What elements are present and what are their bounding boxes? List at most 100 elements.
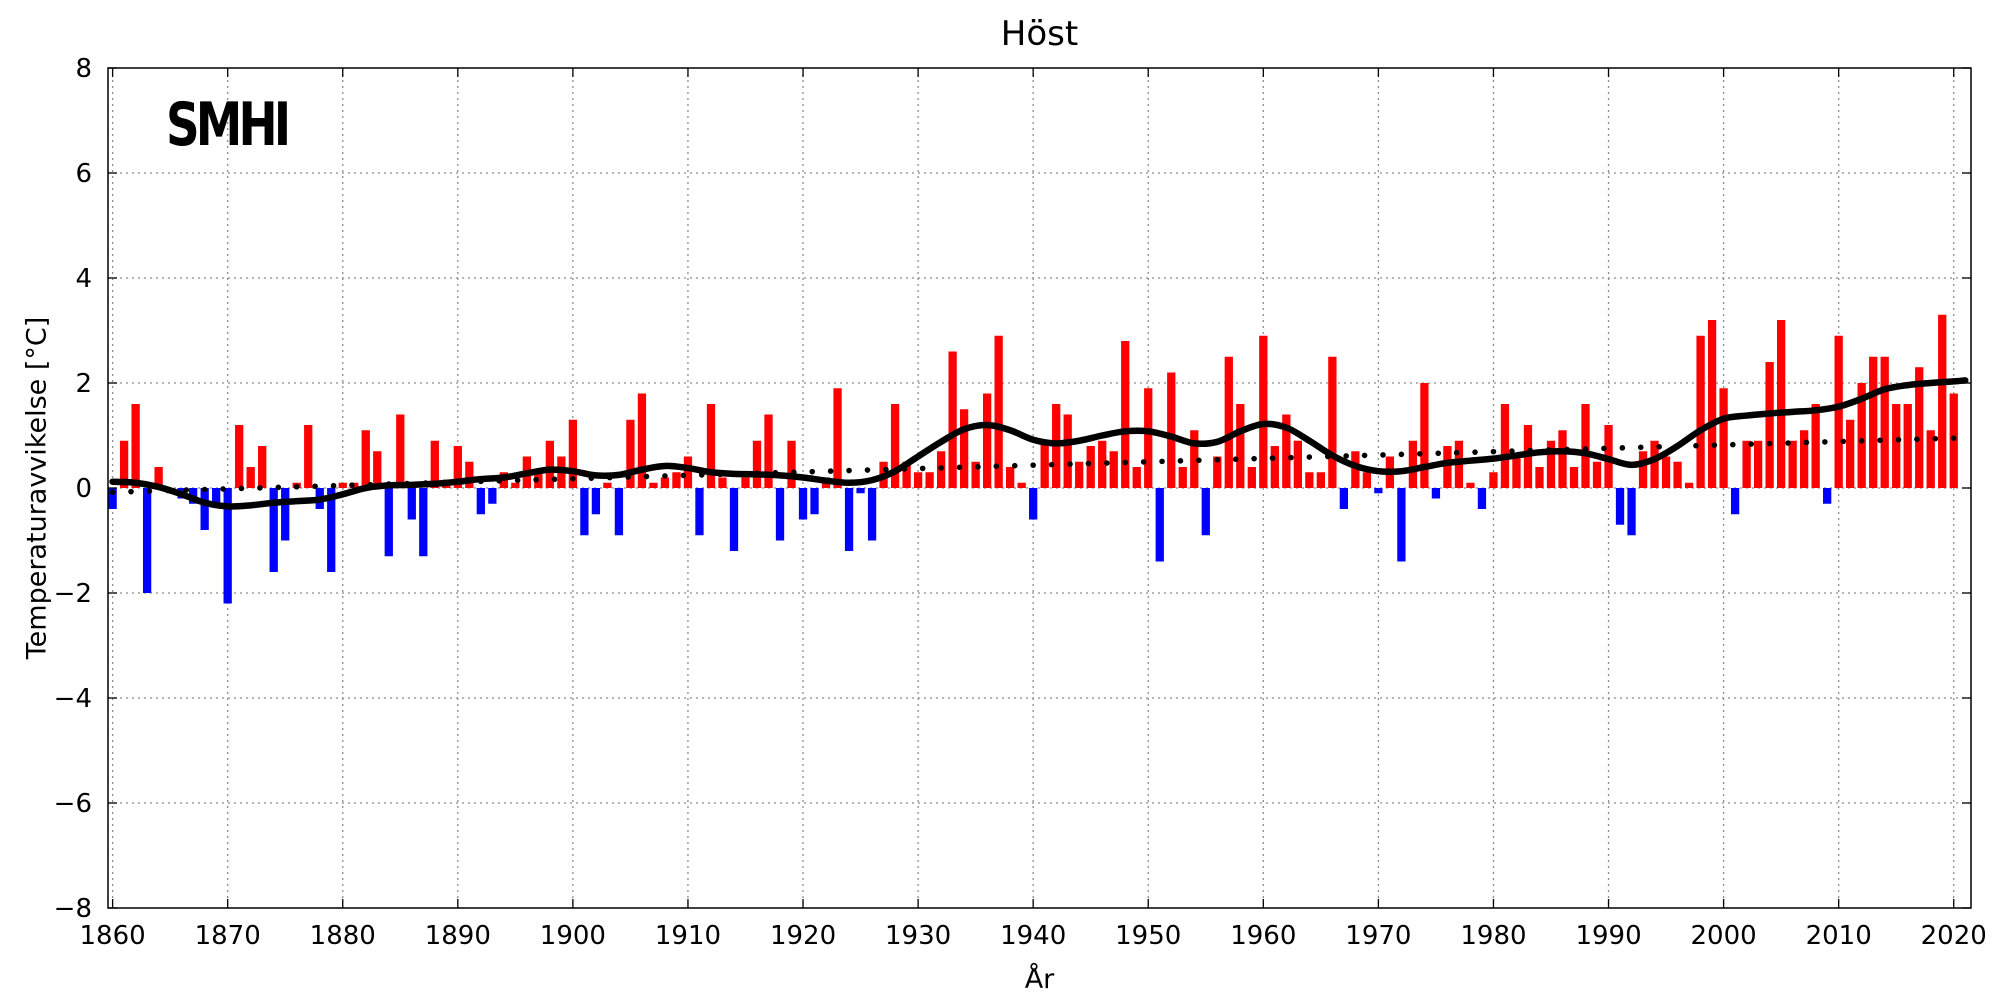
x-tick-label: 2020	[1921, 921, 1987, 951]
anomaly-bar	[269, 488, 278, 572]
anomaly-bar	[1546, 440, 1556, 488]
linear-trend-dot	[128, 488, 134, 495]
anomaly-bar	[430, 440, 439, 488]
anomaly-bar	[465, 461, 474, 488]
linear-trend-dot	[1048, 461, 1055, 468]
anomaly-bar	[1558, 430, 1567, 488]
anomaly-bar	[1167, 372, 1176, 488]
anomaly-bar	[119, 440, 129, 488]
linear-trend-dot	[1637, 444, 1644, 451]
linear-trend-dot	[257, 485, 263, 491]
anomaly-bar	[844, 488, 854, 551]
anomaly-bar	[913, 472, 923, 488]
linear-trend-dot	[643, 473, 650, 480]
anomaly-bar	[1753, 440, 1763, 488]
linear-trend-dot	[533, 476, 539, 483]
anomaly-bar	[1592, 461, 1602, 488]
anomaly-bar	[603, 482, 612, 488]
linear-trend-dot	[1490, 448, 1497, 455]
anomaly-bar	[154, 467, 163, 488]
anomaly-bar	[580, 488, 589, 536]
anomaly-bar	[1132, 467, 1141, 488]
anomaly-bar	[890, 404, 900, 488]
anomaly-bar	[902, 461, 911, 488]
anomaly-bar	[304, 425, 313, 488]
anomaly-bar	[212, 488, 221, 504]
anomaly-bar	[637, 393, 647, 488]
anomaly-bar	[142, 488, 152, 593]
anomaly-bar	[1408, 440, 1418, 488]
linear-trend-dot	[238, 485, 245, 492]
anomaly-bar	[1535, 467, 1544, 488]
anomaly-bar	[1880, 356, 1889, 488]
anomaly-bar	[246, 467, 255, 488]
linear-trend-dot	[1730, 441, 1736, 448]
y-tick-label: −2	[54, 579, 92, 609]
anomaly-bar	[1500, 404, 1510, 488]
anomaly-bar	[1765, 362, 1774, 488]
anomaly-bar	[867, 488, 877, 541]
linear-trend-dot	[1932, 435, 1939, 442]
anomaly-bar	[1823, 488, 1832, 504]
anomaly-bar	[1316, 472, 1325, 488]
anomaly-bar	[718, 477, 727, 488]
linear-trend-dot	[349, 482, 355, 488]
linear-trend-dot	[846, 467, 852, 474]
linear-trend-dot	[109, 489, 116, 496]
anomaly-bar	[775, 488, 785, 541]
anomaly-bar	[223, 488, 232, 604]
linear-trend-dot	[680, 472, 687, 479]
anomaly-bar	[1834, 335, 1843, 488]
anomaly-bar	[396, 414, 405, 488]
linear-trend-dot	[1361, 452, 1368, 459]
linear-trend-dot	[938, 465, 944, 471]
anomaly-bar	[1443, 446, 1452, 488]
anomaly-bar	[1915, 367, 1924, 488]
linear-trend-dot	[1877, 437, 1883, 444]
anomaly-bar	[1719, 388, 1728, 488]
anomaly-bar	[741, 477, 750, 488]
linear-trend-dot	[1288, 454, 1294, 461]
anomaly-bar	[856, 488, 865, 494]
anomaly-bar	[1742, 440, 1751, 488]
x-tick-label: 1990	[1575, 921, 1641, 951]
linear-trend-dot	[1196, 457, 1202, 464]
x-tick-label: 1950	[1115, 921, 1181, 951]
anomaly-bar	[1938, 314, 1947, 488]
anomaly-bar	[1926, 430, 1935, 488]
anomaly-bar	[1178, 467, 1187, 488]
anomaly-bar	[626, 419, 635, 488]
anomaly-bar	[1420, 383, 1429, 488]
anomaly-bar	[361, 430, 370, 488]
linear-trend-dot	[1122, 459, 1129, 466]
x-tick-label: 1920	[770, 921, 836, 951]
anomaly-bar	[925, 472, 934, 488]
x-tick-label: 1960	[1230, 921, 1296, 951]
anomaly-bar	[1903, 404, 1912, 488]
anomaly-bar	[1397, 488, 1406, 562]
anomaly-bar	[810, 488, 819, 515]
anomaly-bar	[384, 488, 393, 557]
anomaly-bar	[1374, 488, 1383, 494]
anomaly-bar	[1489, 472, 1498, 488]
y-tick-label: 6	[75, 159, 92, 189]
anomaly-bar	[706, 404, 716, 488]
smoothed-trend-line	[109, 377, 1969, 510]
anomaly-bar	[453, 446, 462, 488]
anomaly-bar	[1362, 472, 1372, 488]
linear-trend-dot	[1803, 439, 1810, 446]
anomaly-bar	[327, 488, 336, 572]
linear-trend-dot	[275, 484, 282, 491]
anomaly-bar	[1892, 404, 1901, 488]
trend-layer	[109, 377, 1969, 510]
linear-trend-dot	[1232, 456, 1239, 463]
linear-trend-dot	[1711, 442, 1718, 448]
tick-layer: 1860 1870 1880 1890 1900 1910 1920 1930 1940 1950…	[54, 54, 1987, 951]
anomaly-bar	[660, 477, 670, 488]
x-tick-label: 1880	[310, 921, 376, 951]
y-tick-label: 8	[75, 54, 92, 84]
linear-trend-dot	[1343, 453, 1349, 459]
smhi-logo: SMHI	[166, 89, 288, 159]
linear-trend-dot	[293, 483, 300, 490]
